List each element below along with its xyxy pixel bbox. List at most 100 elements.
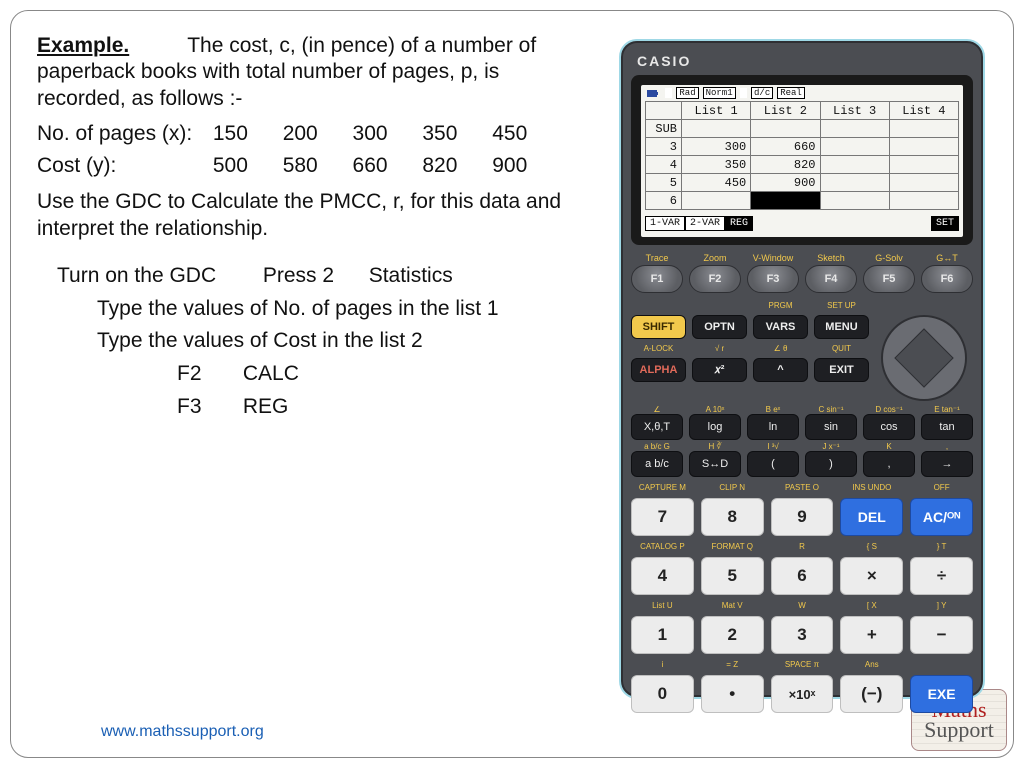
- step-4-key: F2: [177, 358, 237, 391]
- y-label: Cost (y):: [37, 154, 207, 178]
- f2-key[interactable]: F2: [689, 265, 741, 293]
- numeric-pad: CAPTURE M CLIP N PASTE O INS UNDO OFF 7 …: [631, 483, 973, 713]
- cos-key[interactable]: cos: [863, 414, 915, 440]
- dpad[interactable]: [881, 315, 967, 401]
- shift-key[interactable]: SHIFT: [631, 315, 686, 339]
- key-mul[interactable]: ×: [840, 557, 903, 595]
- pill-dc: d/c: [751, 87, 773, 99]
- key-sub[interactable]: −: [910, 616, 973, 654]
- logo-line2: Support: [924, 720, 994, 740]
- y-1: 580: [283, 154, 347, 178]
- paren-open-key[interactable]: (: [747, 451, 799, 477]
- key-neg[interactable]: (−): [840, 675, 903, 713]
- mid-zone: PRGM SET UP SHIFT OPTN VARS MENU A-LOCK …: [631, 301, 973, 401]
- key-exe[interactable]: EXE: [910, 675, 973, 713]
- hdr-blank: [646, 102, 682, 120]
- f3-key[interactable]: F3: [747, 265, 799, 293]
- comma-key[interactable]: ,: [863, 451, 915, 477]
- pill-real: Real: [777, 87, 805, 99]
- hdr-list2: List 2: [751, 102, 820, 120]
- instruction: Use the GDC to Calculate the PMCC, r, fo…: [37, 188, 577, 243]
- power-key[interactable]: ^: [753, 358, 808, 382]
- step-5-key: F3: [177, 391, 237, 424]
- key-3[interactable]: 3: [771, 616, 834, 654]
- key-2[interactable]: 2: [701, 616, 764, 654]
- function-menu: 1-VAR 2-VAR REG SET: [645, 216, 959, 231]
- exit-key[interactable]: EXIT: [814, 358, 869, 382]
- key-7[interactable]: 7: [631, 498, 694, 536]
- fkey-row: F1 F2 F3 F4 F5 F6: [631, 265, 973, 293]
- f1-key[interactable]: F1: [631, 265, 683, 293]
- key-add[interactable]: +: [840, 616, 903, 654]
- dpad-wrap: [875, 301, 973, 401]
- fkey-labels: Trace Zoom V-Window Sketch G-Solv G↔T: [631, 253, 973, 263]
- x-3: 350: [422, 122, 486, 146]
- sub-label: SUB: [646, 120, 682, 138]
- sin-key[interactable]: sin: [805, 414, 857, 440]
- frac-key[interactable]: a b/c: [631, 451, 683, 477]
- y-0: 500: [213, 154, 277, 178]
- fmenu-reg[interactable]: REG: [725, 216, 753, 231]
- step-1a: Turn on the GDC: [57, 260, 257, 293]
- status-pills: Rad Norm1 d/c Real: [647, 87, 959, 99]
- step-1: Turn on the GDC Press 2 Statistics: [57, 260, 577, 293]
- hdr-list4: List 4: [889, 102, 958, 120]
- key-9[interactable]: 9: [771, 498, 834, 536]
- key-0[interactable]: 0: [631, 675, 694, 713]
- step-1b: Press 2: [263, 260, 363, 293]
- fmenu-2var[interactable]: 2-VAR: [685, 216, 725, 231]
- table-row: 3300660: [646, 138, 959, 156]
- menu-key[interactable]: MENU: [814, 315, 869, 339]
- log-key[interactable]: log: [689, 414, 741, 440]
- key-4[interactable]: 4: [631, 557, 694, 595]
- key-exp[interactable]: ×10ˣ: [771, 675, 834, 713]
- x2-key[interactable]: 𝑥²: [692, 358, 747, 382]
- y-3: 820: [422, 154, 486, 178]
- arrow-key[interactable]: →: [921, 451, 973, 477]
- step-5: F3 REG: [177, 391, 577, 424]
- y-2: 660: [353, 154, 417, 178]
- tan-key[interactable]: tan: [921, 414, 973, 440]
- step-5-val: REG: [243, 395, 289, 418]
- step-1c: Statistics: [369, 260, 453, 293]
- sd-key[interactable]: S↔D: [689, 451, 741, 477]
- key-1[interactable]: 1: [631, 616, 694, 654]
- steps: Turn on the GDC Press 2 Statistics Type …: [57, 260, 577, 423]
- key-8[interactable]: 8: [701, 498, 764, 536]
- paren-close-key[interactable]: ): [805, 451, 857, 477]
- battery-icon: [647, 90, 657, 97]
- key-ac[interactable]: AC/ᴼᴺ: [910, 498, 973, 536]
- fmenu-set[interactable]: SET: [931, 216, 959, 231]
- hdr-list1: List 1: [682, 102, 751, 120]
- y-4: 900: [492, 154, 556, 178]
- xot-key[interactable]: X,θ,T: [631, 414, 683, 440]
- calculator-brand: CASIO: [637, 53, 973, 69]
- x-label: No. of pages (x):: [37, 122, 207, 146]
- alpha-key[interactable]: ALPHA: [631, 358, 686, 382]
- key-5[interactable]: 5: [701, 557, 764, 595]
- key-div[interactable]: ÷: [910, 557, 973, 595]
- x-2: 300: [353, 122, 417, 146]
- vars-key[interactable]: VARS: [753, 315, 808, 339]
- step-4: F2 CALC: [177, 358, 577, 391]
- key-del[interactable]: DEL: [840, 498, 903, 536]
- footer-url[interactable]: www.mathssupport.org: [101, 723, 264, 741]
- pill-rad: Rad: [676, 87, 698, 99]
- step-4-val: CALC: [243, 362, 299, 385]
- step-2: Type the values of No. of pages in the l…: [97, 293, 577, 326]
- f4-key[interactable]: F4: [805, 265, 857, 293]
- fn-rows: ∠ A 10ˣ B eˣ C sin⁻¹ D cos⁻¹ E tan⁻¹ X,θ…: [631, 405, 973, 477]
- fmenu-1var[interactable]: 1-VAR: [645, 216, 685, 231]
- table-row: 6: [646, 192, 959, 210]
- optn-key[interactable]: OPTN: [692, 315, 747, 339]
- f6-key[interactable]: F6: [921, 265, 973, 293]
- table-header-row: List 1 List 2 List 3 List 4: [646, 102, 959, 120]
- key-6[interactable]: 6: [771, 557, 834, 595]
- key-dot[interactable]: •: [701, 675, 764, 713]
- screen-frame: Rad Norm1 d/c Real List 1 List 2 List 3 Li…: [631, 75, 973, 245]
- step-3: Type the values of Cost in the list 2: [97, 325, 577, 358]
- f5-key[interactable]: F5: [863, 265, 915, 293]
- casio-calculator: CASIO Rad Norm1 d/c Real List 1 List 2: [619, 39, 985, 699]
- pill-norm: Norm1: [703, 87, 736, 99]
- ln-key[interactable]: ln: [747, 414, 799, 440]
